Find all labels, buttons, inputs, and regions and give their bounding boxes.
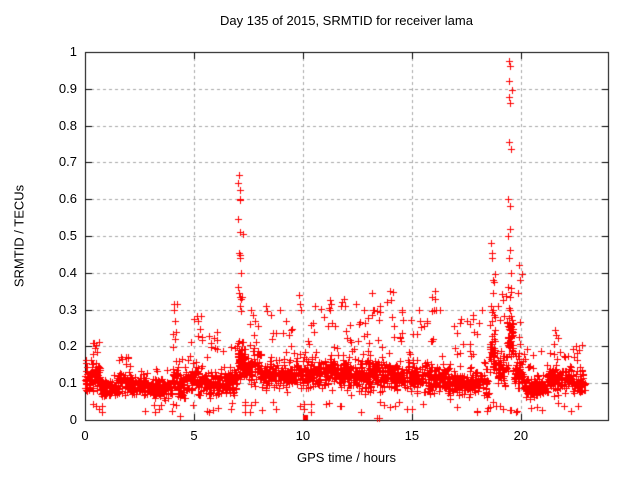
x-tick-label: 5 xyxy=(190,428,198,443)
y-tick-label: 0.5 xyxy=(58,228,77,243)
y-tick-label: 0.7 xyxy=(58,154,77,170)
x-tick-label: 20 xyxy=(513,428,529,443)
y-tick-label: 0.8 xyxy=(58,117,77,133)
y-tick-label: 0.3 xyxy=(58,301,77,317)
x-axis-label: GPS time / hours xyxy=(297,450,396,465)
chart-title: Day 135 of 2015, SRMTID for receiver lam… xyxy=(220,13,473,28)
y-tick-label: 0.4 xyxy=(58,264,77,280)
y-tick-label: 0 xyxy=(69,412,77,427)
x-tick-label: 0 xyxy=(81,428,89,443)
y-tick-label: 0.9 xyxy=(58,80,77,96)
x-tick-label: 15 xyxy=(404,428,420,443)
y-tick-label: 0.6 xyxy=(58,191,77,207)
x-tick-label: 10 xyxy=(295,428,311,443)
y-tick-label: 0.2 xyxy=(58,338,77,354)
y-tick-label: 0.1 xyxy=(58,375,77,391)
y-tick-label: 1 xyxy=(69,44,77,59)
y-axis-label: SRMTID / TECUs xyxy=(11,184,27,288)
